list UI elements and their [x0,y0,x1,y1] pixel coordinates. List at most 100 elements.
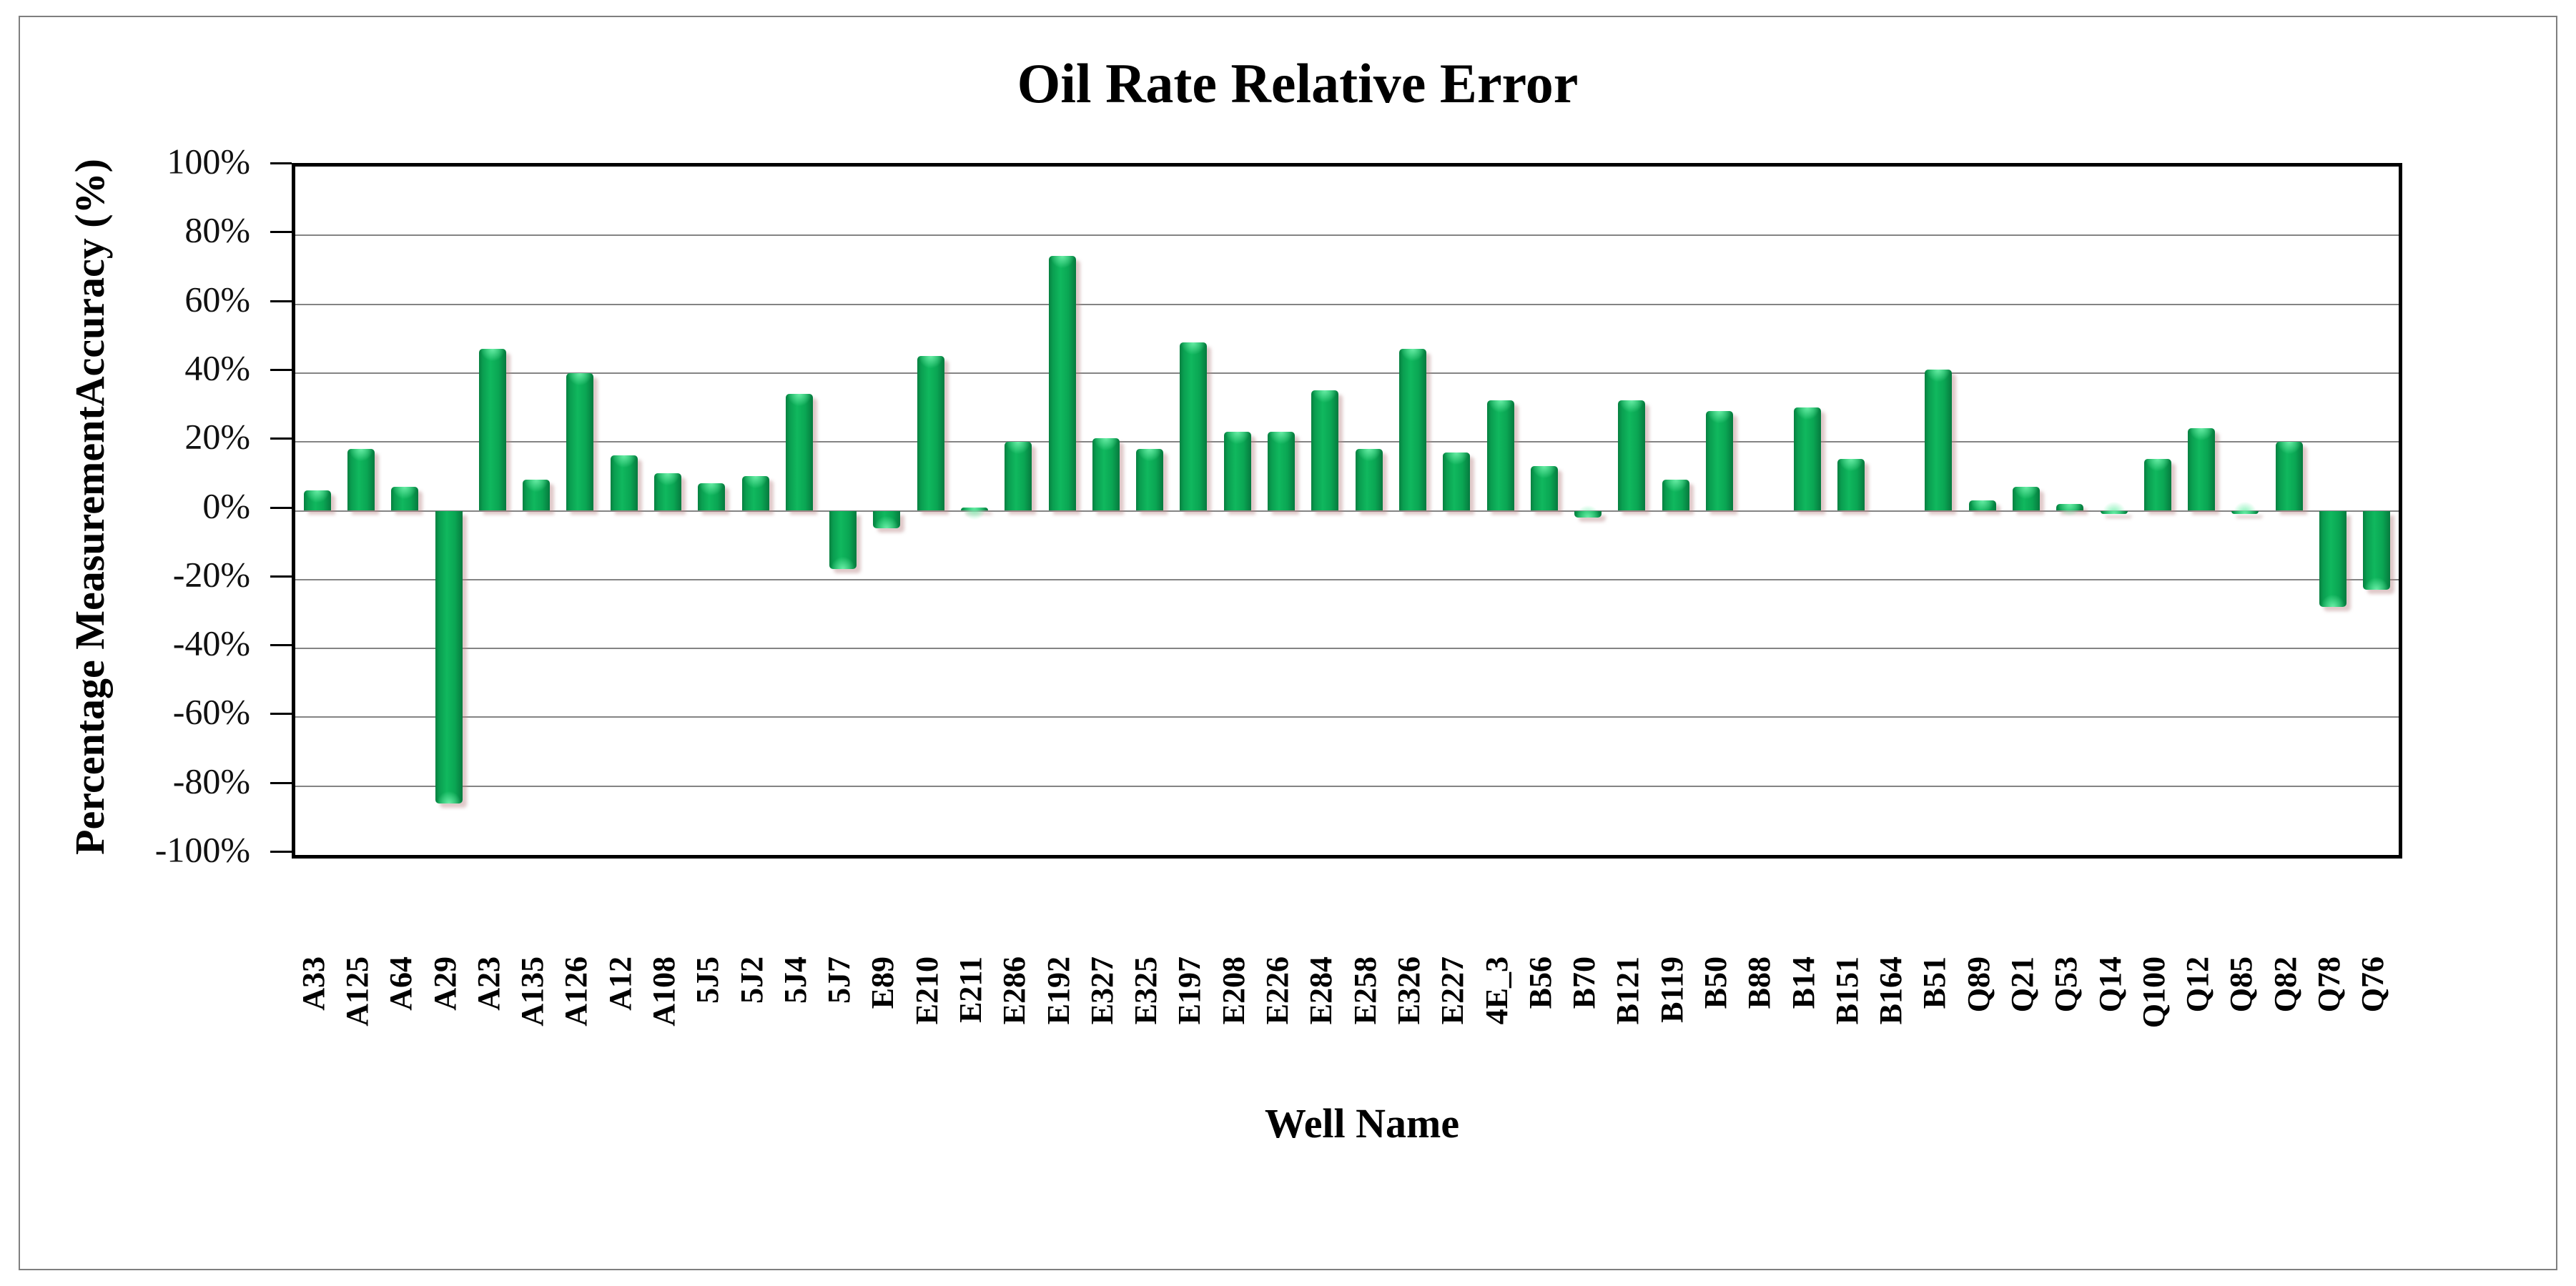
gridline [295,372,2399,374]
gridline [295,716,2399,718]
bar-E258 [1355,448,1383,511]
x-tick-label-5J5: 5J5 [690,956,726,1004]
x-tick-label-E197: E197 [1172,956,1208,1025]
x-tick-label-E227: E227 [1435,956,1471,1025]
x-tick-label-5J2: 5J2 [734,956,769,1004]
bar-5J7 [829,510,857,570]
y-tick-mark [270,368,292,371]
bar-A135 [523,480,551,511]
bar-Q100 [2143,459,2171,511]
bar-4E_3 [1486,400,1514,511]
chart-title: Oil Rate Relative Error [1017,52,1579,114]
gridline [295,785,2399,787]
y-tick-label: 100% [167,141,250,182]
x-tick-label-4E_3: 4E_3 [1479,956,1514,1025]
bar-Q85 [2231,500,2259,515]
x-tick-label-B50: B50 [1697,956,1733,1009]
bar-B70 [1574,503,1602,518]
bar-E325 [1136,448,1164,511]
x-tick-label-Q89: Q89 [1960,956,1996,1013]
x-tick-label-E258: E258 [1347,956,1383,1025]
x-tick-label-E325: E325 [1128,956,1164,1025]
x-tick-label-5J7: 5J7 [821,956,857,1004]
x-tick-label-Q76: Q76 [2355,956,2391,1013]
y-tick-label: -100% [154,829,250,870]
x-tick-label-B151: B151 [1829,956,1865,1025]
x-tick-label-A64: A64 [383,956,419,1011]
bar-5J5 [698,483,726,511]
bar-A125 [347,448,375,511]
bar-A29 [435,510,463,804]
x-tick-label-B164: B164 [1873,956,1909,1025]
x-tick-label-A135: A135 [515,956,551,1027]
x-tick-label-E226: E226 [1260,956,1296,1025]
x-tick-label-A126: A126 [558,956,594,1027]
bar-E210 [917,355,944,511]
x-tick-label-A125: A125 [339,956,375,1027]
x-tick-label-A108: A108 [646,956,681,1027]
y-tick-mark [270,851,292,853]
y-tick-label: -20% [172,554,250,595]
x-tick-label-E326: E326 [1391,956,1426,1025]
bar-B151 [1837,459,1865,511]
x-tick-label-E89: E89 [865,956,901,1009]
y-tick-label: -40% [172,623,250,663]
x-tick-label-Q85: Q85 [2224,956,2259,1013]
bar-5J2 [741,476,769,511]
x-tick-label-A23: A23 [470,956,506,1011]
bar-5J4 [785,393,813,511]
bar-E208 [1223,431,1251,511]
y-tick-mark [270,644,292,647]
bar-Q12 [2188,427,2216,511]
x-tick-label-B119: B119 [1654,956,1689,1023]
x-tick-label-Q21: Q21 [2005,956,2040,1013]
y-tick-label: 20% [184,416,250,457]
bar-E197 [1180,342,1208,511]
x-tick-label-B121: B121 [1610,956,1646,1025]
y-tick-mark [270,713,292,716]
bar-A12 [610,455,638,511]
gridline [295,441,2399,443]
bar-A23 [478,349,506,511]
x-tick-label-5J4: 5J4 [777,956,813,1004]
x-tick-label-E210: E210 [909,956,944,1025]
x-tick-label-E286: E286 [997,956,1032,1025]
bar-Q21 [2013,486,2040,511]
y-tick-label: 40% [184,347,250,388]
bar-Q82 [2275,442,2303,511]
bar-B50 [1705,410,1733,511]
plot-area [292,163,2402,859]
bar-B119 [1662,480,1689,511]
x-tick-label-B88: B88 [1742,956,1777,1009]
bar-B14 [1793,407,1821,511]
bar-B51 [1925,370,1953,511]
x-tick-label-A33: A33 [295,956,331,1011]
bar-E192 [1048,256,1076,511]
bar-A126 [566,372,594,511]
y-tick-label: 0% [202,485,250,526]
bar-E227 [1443,452,1471,511]
y-tick-mark [270,506,292,509]
bar-Q76 [2363,510,2391,590]
bar-A108 [653,473,681,511]
x-tick-label-B56: B56 [1522,956,1558,1009]
x-tick-label-B14: B14 [1785,956,1821,1009]
zero-gridline [295,510,2399,512]
gridline [295,578,2399,580]
gridline [295,303,2399,305]
y-tick-mark [270,437,292,440]
gridline [295,234,2399,237]
x-tick-label-Q100: Q100 [2136,956,2171,1029]
bar-E211 [961,507,989,521]
bar-Q89 [1968,500,1996,515]
x-tick-label-A12: A12 [602,956,638,1011]
x-axis-title: Well Name [1264,1100,1460,1147]
y-tick-mark [270,300,292,302]
x-tick-label-B70: B70 [1566,956,1602,1009]
bar-E326 [1398,349,1426,511]
gridline [295,648,2399,650]
y-tick-label: 80% [184,209,250,250]
bar-Q14 [2100,500,2128,515]
x-tick-label-Q12: Q12 [2180,956,2216,1013]
y-tick-mark [270,162,292,164]
